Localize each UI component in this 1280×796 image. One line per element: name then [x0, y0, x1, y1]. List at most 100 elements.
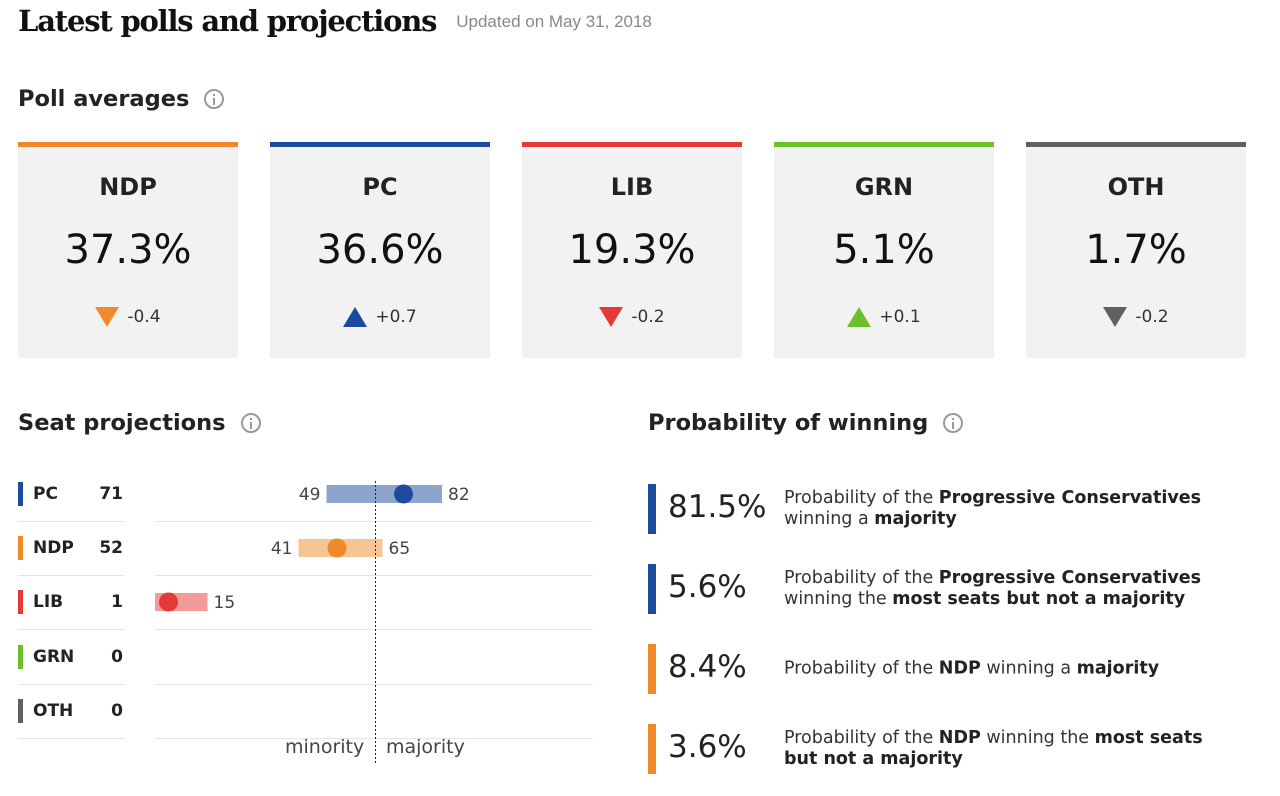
poll-card-ndp: NDP 37.3% -0.4 [18, 142, 238, 358]
poll-change: +0.7 [270, 307, 490, 327]
probability-bar [648, 484, 656, 534]
majority-label: majority [386, 736, 465, 758]
poll-value: 1.7% [1085, 227, 1187, 273]
party-swatch [18, 536, 23, 560]
seat-projections-heading: Seat projections [18, 410, 261, 436]
seat-row-oth: OTH 0 [18, 699, 124, 723]
party-name: PC [33, 484, 58, 504]
seat-row-ndp: NDP 52 [18, 536, 124, 560]
projection-dot-pc [394, 484, 413, 504]
party-name: LIB [33, 592, 64, 612]
party-name: NDP [99, 173, 157, 201]
poll-averages-title: Poll averages [18, 86, 190, 112]
party-name: OTH [1107, 173, 1165, 201]
probability-title: Probability of winning [648, 410, 929, 436]
poll-value: 37.3% [64, 227, 192, 273]
seat-row-pc: PC 71 [18, 482, 124, 506]
probability-bar [648, 644, 656, 694]
row-divider [155, 629, 593, 630]
header: Latest polls and projections Updated on … [18, 4, 652, 38]
change-value: -0.2 [631, 307, 665, 327]
info-icon[interactable] [943, 413, 964, 433]
poll-value: 36.6% [316, 227, 444, 273]
row-divider [18, 521, 124, 522]
change-value: -0.4 [127, 307, 161, 327]
party-swatch [18, 482, 23, 506]
probability-description: Probability of the NDP winning a majorit… [784, 658, 1160, 679]
poll-change: -0.4 [18, 307, 238, 327]
projection-dot-lib [159, 592, 178, 612]
poll-card-oth: OTH 1.7% -0.2 [1026, 142, 1246, 358]
triangle-up-icon [343, 307, 368, 327]
row-divider [18, 738, 124, 739]
poll-card-grn: GRN 5.1% +0.1 [774, 142, 994, 358]
party-name: GRN [854, 173, 914, 201]
page-title: Latest polls and projections [18, 4, 437, 38]
probability-item: 81.5% Probability of the Progressive Cons… [648, 484, 1248, 534]
info-icon[interactable] [204, 89, 225, 109]
poll-card-lib: LIB 19.3% -0.2 [522, 142, 742, 358]
probability-item: 8.4% Probability of the NDP winning a maj… [648, 644, 1248, 694]
info-icon[interactable] [240, 413, 261, 433]
change-value: -0.2 [1135, 307, 1169, 327]
seat-count: 0 [111, 647, 123, 667]
range-low-label-pc: 49 [299, 485, 321, 505]
triangle-down-icon [599, 307, 624, 327]
projection-dot-ndp [327, 538, 347, 558]
seat-count: 52 [99, 538, 123, 558]
probability-description: Probability of the Progressive Conservat… [784, 488, 1202, 529]
range-high-label-pc: 82 [448, 485, 470, 505]
poll-card-pc: PC 36.6% +0.7 [270, 142, 490, 358]
seat-count: 71 [99, 484, 123, 504]
probability-bar [648, 724, 656, 774]
probability-description: Probability of the NDP winning the most … [784, 728, 1203, 769]
change-value: +0.7 [375, 307, 417, 327]
party-swatch [18, 645, 23, 669]
seat-row-grn: GRN 0 [18, 645, 124, 669]
probability-value: 8.4% [668, 649, 747, 685]
poll-change: -0.2 [522, 307, 742, 327]
party-name: PC [362, 173, 398, 201]
seat-row-lib: LIB 1 [18, 590, 124, 614]
poll-averages-heading: Poll averages [18, 86, 225, 112]
triangle-up-icon [847, 307, 872, 327]
row-divider [18, 629, 124, 630]
change-value: +0.1 [879, 307, 921, 327]
minority-label: minority [285, 736, 365, 758]
poll-value: 19.3% [568, 227, 696, 273]
row-divider [155, 521, 593, 522]
party-swatch [18, 590, 23, 614]
probability-description: Probability of the Progressive Conservat… [784, 568, 1202, 609]
row-divider [18, 575, 124, 576]
party-name: NDP [33, 538, 74, 558]
updated-date: Updated on May 31, 2018 [456, 12, 652, 31]
party-name: GRN [33, 647, 75, 667]
triangle-down-icon [95, 307, 120, 327]
poll-change: +0.1 [774, 307, 994, 327]
probability-value: 5.6% [668, 569, 747, 605]
range-bar-pc [326, 485, 442, 503]
seat-count: 0 [111, 701, 123, 721]
party-name: LIB [610, 173, 654, 201]
probability-value: 81.5% [668, 489, 767, 525]
row-divider [18, 684, 124, 685]
probability-bar [648, 564, 656, 614]
row-divider [155, 684, 593, 685]
seat-count: 1 [111, 592, 123, 612]
range-high-label-lib: 15 [214, 593, 236, 613]
row-divider [155, 738, 593, 739]
poll-value: 5.1% [833, 227, 935, 273]
poll-change: -0.2 [1026, 307, 1246, 327]
row-divider [155, 575, 593, 576]
probability-item: 5.6% Probability of the Progressive Conse… [648, 564, 1248, 614]
probability-item: 3.6% Probability of the NDP winning the m… [648, 724, 1248, 774]
range-high-label-ndp: 65 [389, 539, 411, 559]
party-swatch [18, 699, 23, 723]
range-low-label-ndp: 41 [271, 539, 293, 559]
party-name: OTH [33, 701, 74, 721]
probability-value: 3.6% [668, 729, 747, 765]
probability-heading: Probability of winning [648, 410, 964, 436]
seat-projections-title: Seat projections [18, 410, 226, 436]
triangle-down-icon [1103, 307, 1128, 327]
